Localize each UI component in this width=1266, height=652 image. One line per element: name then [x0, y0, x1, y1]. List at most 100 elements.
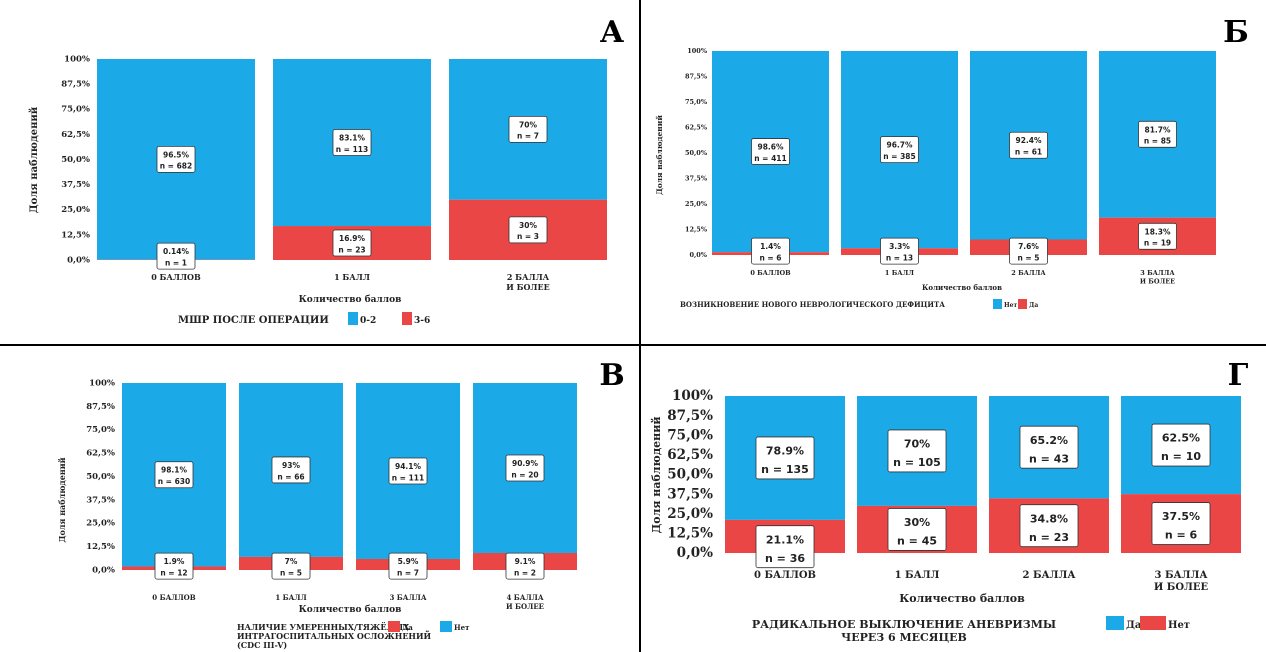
data-label-top: 81.7% n = 85	[1138, 120, 1177, 148]
legend-swatch	[388, 621, 400, 632]
x-tick-label: 1 БАЛЛ	[334, 272, 370, 282]
legend-title: (CDC III-V)	[237, 640, 287, 650]
data-label-percent: 83.1%	[339, 133, 366, 142]
y-tick-label: 62,5%	[667, 447, 713, 463]
y-tick-label: 87,5%	[667, 408, 713, 424]
data-label-box	[505, 552, 545, 580]
x-tick-label: 2 БАЛЛА	[507, 272, 550, 282]
data-label-count: n = 3	[517, 232, 539, 241]
legend-swatch	[402, 312, 412, 325]
data-label-bottom: 7.6% n = 5	[1009, 237, 1048, 265]
data-label-percent: 1.9%	[164, 557, 185, 566]
y-tick-label: 50,0%	[61, 155, 90, 165]
data-label-bottom: 1.4% n = 6	[751, 237, 790, 265]
data-label-count: n = 135	[761, 463, 809, 476]
y-tick-label: 87,5%	[685, 72, 708, 80]
data-label-box	[508, 115, 548, 143]
y-tick-label: 37,5%	[61, 180, 90, 190]
data-label-box	[751, 138, 790, 165]
data-label-top: 90.9% n = 20	[505, 454, 545, 482]
chart-panel-4: Г 0,0% 12,5% 25,0% 37,5% 50,0% 62,5% 75,0% 87,5%…	[650, 358, 1249, 644]
legend-title: ВОЗНИКНОВЕНИЕ НОВОГО НЕВРОЛОГИЧЕСКОГО ДЕ…	[680, 300, 945, 309]
y-tick-label: 75,0%	[685, 98, 708, 106]
data-label-top: 83.1% n = 113	[332, 129, 372, 156]
data-label-count: n = 2	[514, 568, 536, 577]
data-label-count: n = 113	[336, 145, 369, 154]
data-label-top: 65.2% n = 43	[1019, 425, 1079, 469]
y-tick-label: 25,0%	[61, 205, 90, 215]
data-label-box	[156, 145, 196, 173]
y-axis-title: Доля наблюдений	[655, 115, 664, 195]
data-label-box	[154, 552, 194, 580]
data-label-box	[755, 525, 815, 569]
data-label-percent: 21.1%	[766, 533, 804, 546]
x-tick-label: 0 БАЛЛОВ	[151, 272, 201, 282]
data-label-box	[880, 136, 919, 164]
data-label-percent: 81.7%	[1144, 125, 1171, 134]
data-label-percent: 7%	[285, 557, 298, 566]
data-label-count: n = 411	[754, 154, 787, 163]
legend-swatch	[1140, 616, 1166, 630]
data-label-top: 70% n = 7	[508, 115, 548, 143]
y-tick-label: 12,5%	[667, 526, 713, 542]
legend-item-label: Нет	[1004, 302, 1017, 309]
data-label-count: n = 6	[1165, 529, 1198, 542]
x-tick-label: 0 БАЛЛОВ	[152, 593, 195, 602]
y-tick-label: 100%	[89, 378, 115, 388]
data-label-box	[1009, 131, 1048, 159]
data-label-percent: 30%	[519, 221, 537, 230]
data-label-bottom: 21.1% n = 36	[755, 525, 815, 569]
legend-title: МШР ПОСЛЕ ОПЕРАЦИИ	[178, 315, 329, 326]
data-label-count: n = 61	[1015, 148, 1042, 157]
x-tick-label: И БОЛЕЕ	[506, 282, 549, 292]
data-label-top: 78.9% n = 135	[755, 436, 815, 480]
x-tick-label: 3 БАЛЛА	[1155, 570, 1209, 581]
data-label-count: n = 111	[392, 473, 425, 482]
data-label-count: n = 6	[759, 253, 781, 262]
data-label-count: n = 13	[886, 253, 913, 262]
data-label-box	[1138, 222, 1177, 250]
data-label-percent: 9.1%	[515, 557, 536, 566]
data-label-percent: 0.14%	[163, 247, 190, 256]
y-tick-label: 62,5%	[685, 123, 708, 131]
data-label-bottom: 5.9% n = 7	[388, 552, 428, 580]
y-tick-label: 87,5%	[61, 80, 90, 90]
data-label-percent: 30%	[904, 516, 930, 529]
data-label-percent: 3.3%	[889, 242, 910, 251]
data-label-percent: 65.2%	[1030, 434, 1068, 447]
data-label-bottom: 37.5% n = 6	[1151, 502, 1211, 545]
legend-item-label: Да	[1029, 302, 1038, 309]
data-label-bottom: 9.1% n = 2	[505, 552, 545, 580]
data-label-percent: 93%	[282, 461, 300, 470]
y-tick-label: 0,0%	[67, 255, 90, 265]
y-tick-label: 100%	[64, 54, 90, 64]
data-label-count: n = 385	[883, 152, 916, 161]
y-tick-label: 50,0%	[667, 467, 713, 483]
data-label-count: n = 7	[517, 132, 539, 141]
data-label-box	[388, 457, 428, 485]
data-label-count: n = 45	[897, 535, 937, 548]
data-label-count: n = 10	[1161, 450, 1201, 463]
data-label-top: 92.4% n = 61	[1009, 131, 1048, 159]
data-label-percent: 92.4%	[1015, 136, 1042, 145]
data-label-bottom: 3.3% n = 13	[880, 237, 919, 265]
legend-item-label: Да	[402, 623, 413, 632]
y-tick-label: 25,0%	[685, 200, 708, 208]
data-label-box	[388, 552, 428, 580]
legend-item-label: 0-2	[360, 316, 376, 326]
x-tick-label: 2 БАЛЛА	[1011, 269, 1046, 277]
y-tick-label: 37,5%	[667, 486, 713, 502]
data-label-percent: 78.9%	[766, 445, 804, 458]
data-label-box	[332, 229, 372, 257]
data-label-box	[751, 237, 790, 265]
chart-panel-3: В 0,0% 12,5% 25,0% 37,5% 50,0% 62,5% 75,0% 87,5%…	[57, 358, 625, 650]
y-tick-label: 12,5%	[86, 542, 115, 552]
data-label-count: n = 7	[397, 568, 419, 577]
data-label-count: n = 43	[1029, 452, 1069, 465]
data-label-count: n = 66	[277, 472, 304, 481]
x-tick-label: 4 БАЛЛА	[506, 593, 543, 602]
data-label-top: 98.6% n = 411	[751, 138, 790, 165]
data-label-top: 93% n = 66	[271, 456, 311, 484]
y-tick-label: 62,5%	[86, 449, 115, 459]
